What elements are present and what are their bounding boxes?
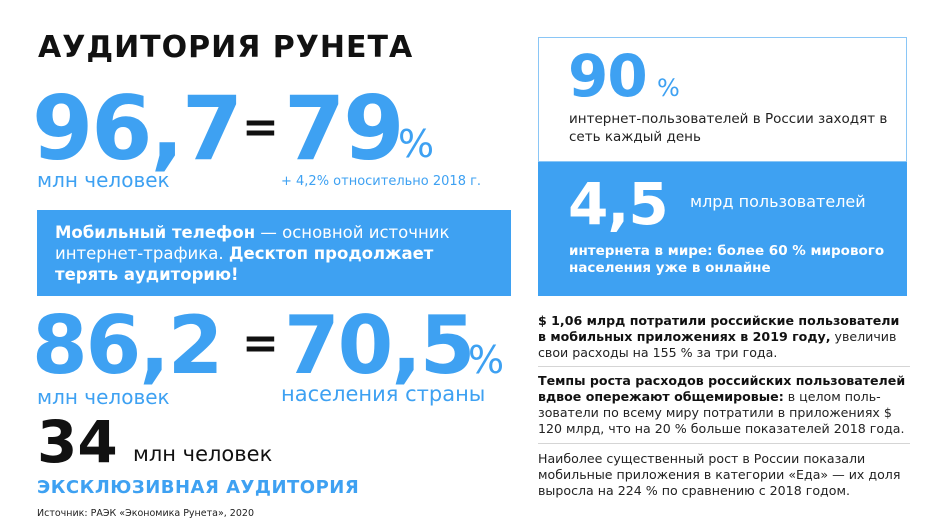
audience-growth-note: + 4,2% относительно 2018 г. — [281, 174, 482, 189]
equals-sign: = — [242, 102, 279, 153]
paragraph-spending-text: увеличив свои расходы на 155 % за три го… — [538, 329, 897, 360]
audience-share: 79 — [284, 77, 404, 180]
daily-users-card — [538, 37, 907, 162]
daily-users-pct: % — [657, 74, 680, 102]
mobile-callout-box — [37, 210, 511, 296]
paragraph-spending-bold: $ 1,06 млрд потратили российские пользов… — [538, 313, 900, 344]
mobile-callout-text: Мобильный телефон — основной источник ин… — [55, 222, 495, 285]
paragraph-growth: Темпы роста расходов российских пользова… — [538, 373, 910, 437]
paragraph-spending: $ 1,06 млрд потратили российские пользов… — [538, 313, 910, 361]
audience-share-pct: % — [398, 122, 435, 166]
audience-unit: млн человек — [37, 168, 170, 192]
audience-value: 96,7 — [32, 77, 243, 180]
world-users-unit: млрд пользователей — [690, 192, 866, 211]
daily-users-text: интернет-пользователей в России заходят … — [569, 111, 888, 145]
mobile-callout-bold2: Десктоп продолжает терять аудиторию! — [55, 244, 434, 284]
mobile-audience-value: 86,2 — [32, 299, 223, 392]
mobile-audience-unit: млн человек — [37, 385, 170, 409]
world-users-text: интернета в мире: более 60 % мирового на… — [569, 243, 885, 276]
world-users-card — [538, 162, 907, 296]
mobile-callout-bold1: Мобильный телефон — [55, 223, 256, 242]
equals-sign-2: = — [242, 318, 279, 369]
mobile-audience-share: 70,5 — [284, 299, 475, 392]
mobile-audience-note: населения страны — [281, 382, 486, 406]
exclusive-audience-label: ЭКСКЛЮЗИВНАЯ АУДИТОРИЯ — [37, 477, 360, 498]
paragraph-growth-bold: Темпы роста расходов российских пользова… — [538, 373, 906, 404]
mobile-callout-text1: — основной источник интернет-трафика. — [55, 223, 450, 263]
mobile-audience-share-pct: % — [468, 338, 505, 382]
world-users-value: 4,5 — [568, 170, 669, 238]
page-title: АУДИТОРИЯ РУНЕТА — [38, 30, 414, 65]
divider — [538, 443, 910, 444]
paragraph-food: Наиболее существенный рост в России пока… — [538, 451, 910, 499]
divider — [538, 366, 910, 367]
source-note: Источник: РАЭК «Экономика Рунета», 2020 — [37, 508, 254, 519]
exclusive-audience-unit: млн человек — [133, 442, 273, 466]
exclusive-audience-value: 34 — [37, 408, 118, 476]
paragraph-growth-text: в целом поль-зователи по всему миру потр… — [538, 389, 905, 436]
paragraph-food-text: Наиболее существенный рост в России пока… — [538, 451, 901, 498]
daily-users-value: 90 — [568, 42, 648, 110]
